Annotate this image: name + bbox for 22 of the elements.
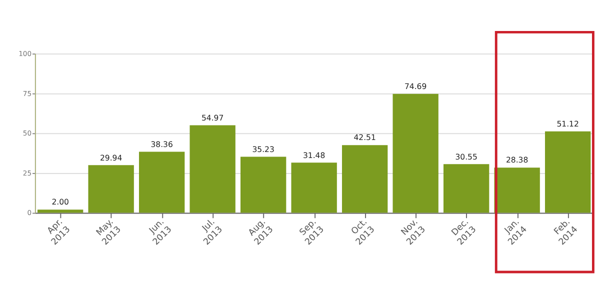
data-label: 28.38 [506, 156, 528, 165]
data-label: 74.69 [404, 82, 427, 92]
data-label: 29.94 [100, 153, 122, 162]
bar [240, 156, 286, 213]
bar [291, 162, 337, 213]
data-label: 38.36 [150, 140, 173, 149]
bar [37, 210, 84, 213]
bar [544, 131, 591, 213]
data-label: 42.51 [354, 133, 376, 142]
bar [494, 168, 540, 213]
data-label: 31.48 [302, 150, 326, 160]
bar [443, 164, 490, 213]
bar [190, 125, 236, 213]
data-label: 54.97 [201, 113, 224, 122]
data-label: 35.23 [252, 144, 274, 154]
data-label: 30.55 [455, 152, 478, 162]
bar [392, 94, 438, 213]
bar [342, 145, 388, 213]
data-label: 51.12 [556, 120, 579, 129]
data-label: 2.00 [52, 198, 70, 207]
bar [88, 165, 134, 213]
bar [138, 152, 185, 213]
